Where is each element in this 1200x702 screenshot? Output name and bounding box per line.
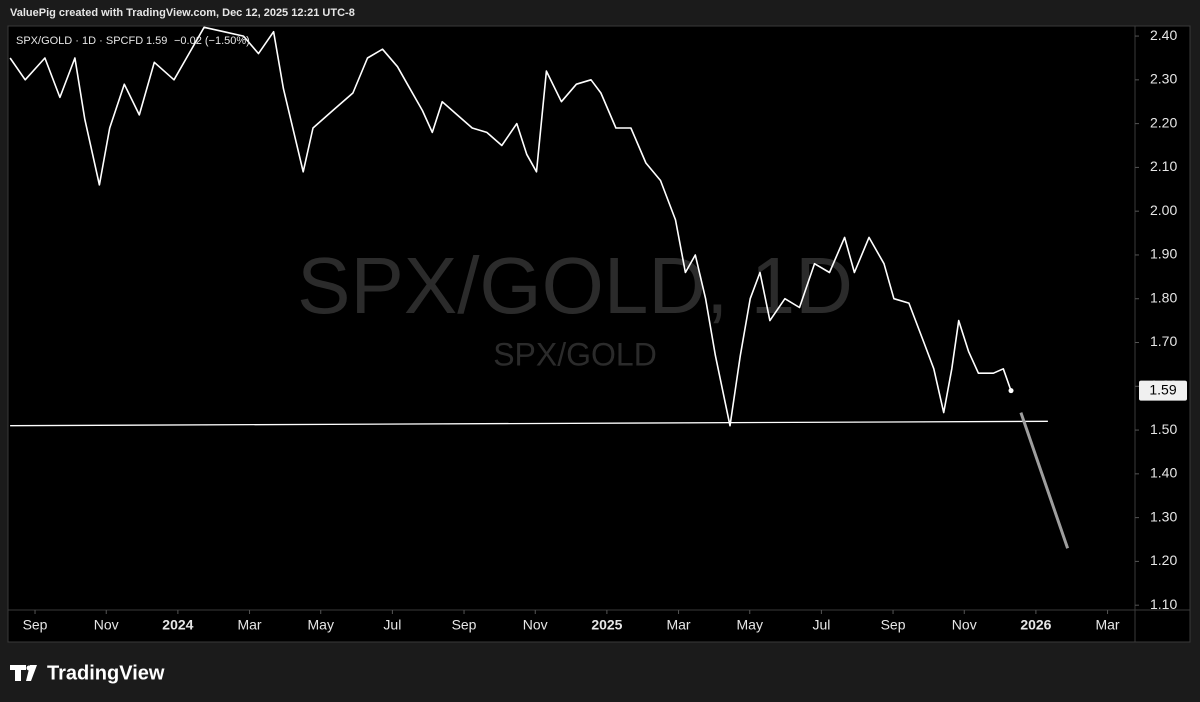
y-tick-label: 2.10 [1150, 158, 1177, 174]
x-tick-label: Sep [23, 617, 48, 633]
legend-symbol: SPX/GOLD · 1D · SPCFD [16, 35, 143, 47]
y-tick-label: 2.00 [1150, 202, 1177, 218]
x-tick-label: Mar [1095, 617, 1119, 633]
x-tick-label: 2024 [162, 617, 193, 633]
x-tick-label: Nov [523, 617, 548, 633]
x-tick-label: May [737, 617, 763, 633]
x-tick-label: Sep [452, 617, 477, 633]
legend-change: −0.02 (−1.50%) [174, 35, 250, 47]
caption: ValuePig created with TradingView.com, D… [10, 7, 355, 19]
last-point [1008, 388, 1014, 394]
y-tick-label: 1.80 [1150, 289, 1177, 305]
x-tick-label: 2025 [591, 617, 622, 633]
y-tick-label: 1.20 [1150, 552, 1177, 568]
legend-last: 1.59 [146, 35, 167, 47]
y-tick-label: 1.70 [1150, 333, 1177, 349]
x-tick-label: Jul [383, 617, 401, 633]
y-tick-label: 1.10 [1150, 596, 1177, 612]
price-line [9, 26, 1012, 427]
x-tick-label: Mar [237, 617, 261, 633]
x-tick-label: Mar [666, 617, 690, 633]
x-tick-label: May [308, 617, 334, 633]
x-tick-label: Jul [812, 617, 830, 633]
trend-line [10, 420, 1048, 427]
watermark-sub: SPX/GOLD [493, 336, 657, 372]
x-tick-label: Nov [952, 617, 977, 633]
y-tick-label: 2.40 [1150, 27, 1177, 43]
y-tick-label: 1.50 [1150, 421, 1177, 437]
last-value-label: 1.59 [1149, 381, 1176, 397]
last-value-box [1139, 380, 1187, 401]
chart-pane [7, 25, 1191, 643]
y-tick-label: 2.30 [1150, 71, 1177, 87]
x-tick-label: 2026 [1020, 617, 1051, 633]
y-tick-label: 2.20 [1150, 114, 1177, 130]
x-tick-label: Sep [881, 617, 906, 633]
brand: TradingView [47, 662, 165, 684]
watermark: SPX/GOLD, 1D [297, 241, 853, 330]
plot-area [9, 26, 1070, 549]
y-tick-label: 1.40 [1150, 465, 1177, 481]
x-tick-label: Nov [94, 617, 119, 633]
y-tick-label: 1.30 [1150, 508, 1177, 524]
y-tick-label: 1.90 [1150, 246, 1177, 262]
trend-line [1019, 412, 1070, 549]
brand-logo [10, 665, 37, 681]
